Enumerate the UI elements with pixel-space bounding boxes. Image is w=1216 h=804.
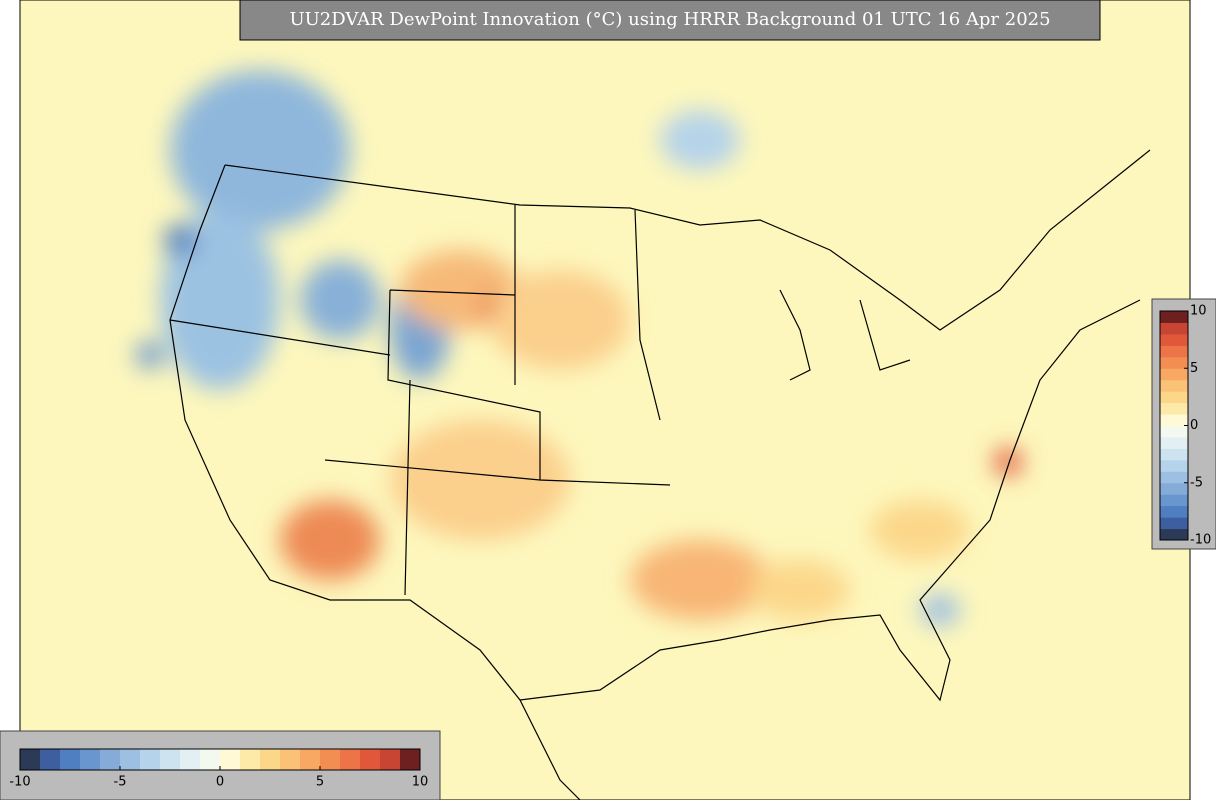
colorbar-segment bbox=[1160, 322, 1188, 335]
colorbar-segment bbox=[400, 749, 421, 770]
colorbar-segment bbox=[1160, 471, 1188, 484]
colorbar-segment bbox=[1160, 356, 1188, 369]
colorbar-segment bbox=[320, 749, 341, 770]
colorbar-segment bbox=[380, 749, 401, 770]
colorbar-segment bbox=[20, 749, 41, 770]
colorbar-segment bbox=[360, 749, 381, 770]
colorbar-segment bbox=[1160, 494, 1188, 507]
colorbar-segment bbox=[1160, 368, 1188, 381]
colorbar-tick-label: 10 bbox=[412, 775, 429, 790]
colorbar-segment bbox=[60, 749, 81, 770]
colorbar-segment bbox=[240, 749, 261, 770]
colorbar-segment bbox=[1160, 505, 1188, 518]
colorbar-segment bbox=[340, 749, 361, 770]
colorbar-segment bbox=[120, 749, 141, 770]
title: UU2DVAR DewPoint Innovation (°C) using H… bbox=[289, 9, 1050, 30]
colorbar-segment bbox=[260, 749, 281, 770]
colorbar-segment bbox=[1160, 482, 1188, 495]
colorbar-tick-label: 5 bbox=[1190, 361, 1198, 376]
colorbar-segment bbox=[140, 749, 161, 770]
colorbar-tick-label: -5 bbox=[114, 775, 127, 790]
colorbar-segment bbox=[160, 749, 181, 770]
colorbar-segment bbox=[1160, 379, 1188, 392]
colorbar-segment bbox=[1160, 333, 1188, 346]
title-box bbox=[239, 0, 1101, 41]
colorbar-segment bbox=[300, 749, 321, 770]
colorbar-segment bbox=[1160, 528, 1188, 541]
colorbar-segment bbox=[180, 749, 201, 770]
colorbar-segment bbox=[1160, 436, 1188, 449]
innovation-field bbox=[136, 70, 1022, 626]
colorbar-segment bbox=[1160, 345, 1188, 358]
colorbar-segment bbox=[80, 749, 101, 770]
colorbar-tick-label: 0 bbox=[216, 775, 224, 790]
boundaries bbox=[169, 149, 1151, 801]
colorbar-segment bbox=[1160, 311, 1188, 323]
colorbar-segment bbox=[100, 749, 121, 770]
colorbar-segment bbox=[280, 749, 301, 770]
colorbar-segment bbox=[1160, 448, 1188, 461]
colorbar-segment bbox=[1160, 402, 1188, 415]
colorbar-segment bbox=[1160, 459, 1188, 472]
colorbar-segment bbox=[1160, 517, 1188, 530]
colorbar-segment bbox=[200, 749, 221, 770]
colorbar-tick-label: -10 bbox=[1190, 533, 1211, 548]
colorbar-segment bbox=[1160, 391, 1188, 404]
colorbar-tick-label: 5 bbox=[316, 775, 324, 790]
colorbar-tick-label: 0 bbox=[1190, 418, 1198, 433]
colorbar-segment bbox=[220, 749, 241, 770]
colorbar-tick-label: -10 bbox=[9, 775, 30, 790]
colorbar-segment bbox=[1160, 425, 1188, 438]
colorbar-tick-label: 10 bbox=[1190, 304, 1207, 319]
colorbar-segment bbox=[40, 749, 61, 770]
colorbar-segment bbox=[1160, 414, 1188, 426]
colorbar-tick-label: -5 bbox=[1190, 475, 1203, 490]
